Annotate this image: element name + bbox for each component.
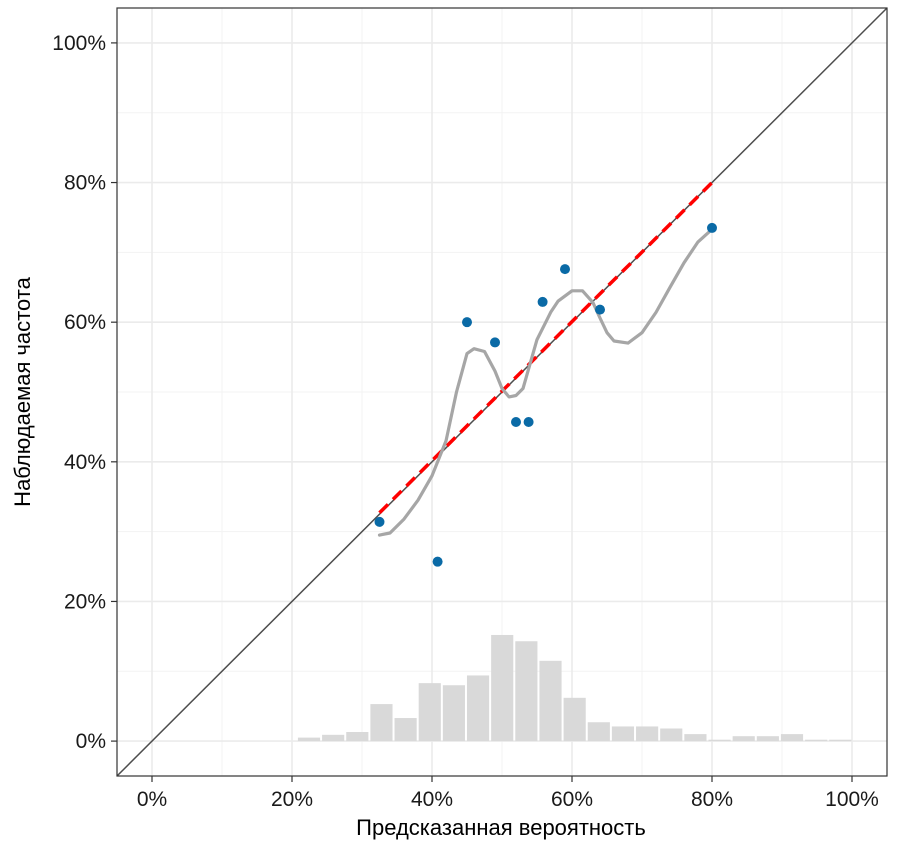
y-axis-title: Наблюдаемая частота [10,276,35,506]
y-tick-label: 80% [64,172,106,195]
histogram-bar [515,641,538,742]
x-tick-label: 80% [691,788,733,811]
histogram-bar [636,726,659,742]
x-axis-ticks: 0% 20% 40% 60% 80% 100% [137,776,879,811]
x-tick-label: 0% [137,788,167,811]
histogram-bar [322,734,345,742]
minor-gridlines [117,8,887,776]
data-point [490,337,500,348]
observed-points [374,222,717,567]
histogram-bar [660,728,683,742]
smooth-curve [377,227,714,537]
y-axis-ticks: 0% 20% 40% 60% 80% 100% [52,32,117,753]
histogram-bar [611,726,635,742]
data-point [560,264,570,275]
y-tick-label: 40% [64,451,106,474]
histogram-bar [394,718,417,742]
data-point [523,417,534,428]
y-tick-label: 20% [64,590,106,613]
histogram-bars [297,634,852,742]
linear-fit-line [378,181,714,515]
histogram-bar [466,675,490,742]
x-axis-title: Предсказанная вероятность [356,815,646,840]
y-tick-label: 0% [76,730,106,753]
histogram-bar [442,685,465,742]
histogram-bar [418,683,441,742]
histogram-bar [684,734,707,742]
x-tick-label: 20% [271,788,313,811]
panel-border [116,7,888,777]
smooth-curve-line [377,227,714,537]
histogram-bar [587,722,610,742]
x-tick-label: 100% [825,788,879,811]
data-point [374,516,385,527]
histogram-bar [346,732,369,742]
histogram-bar [732,736,755,742]
data-point [432,556,443,567]
histogram-bar [297,737,321,742]
data-point [707,222,717,233]
data-point [462,317,472,328]
x-tick-label: 40% [411,788,453,811]
histogram-bar [491,634,514,742]
data-point [537,296,548,307]
histogram-bar [829,739,852,742]
data-point [595,304,605,315]
x-tick-label: 60% [551,788,593,811]
linear-fit-segment [378,181,714,515]
plot-panel [116,7,888,777]
histogram-bar [370,704,393,742]
histogram-bar [805,739,828,742]
data-point [511,417,521,428]
y-tick-label: 100% [52,32,106,55]
histogram-bar [708,739,731,742]
histogram-bar [563,697,586,742]
histogram-bar [539,660,562,742]
histogram-bar [756,736,779,742]
y-tick-label: 60% [64,311,106,334]
histogram-bar [780,734,804,742]
